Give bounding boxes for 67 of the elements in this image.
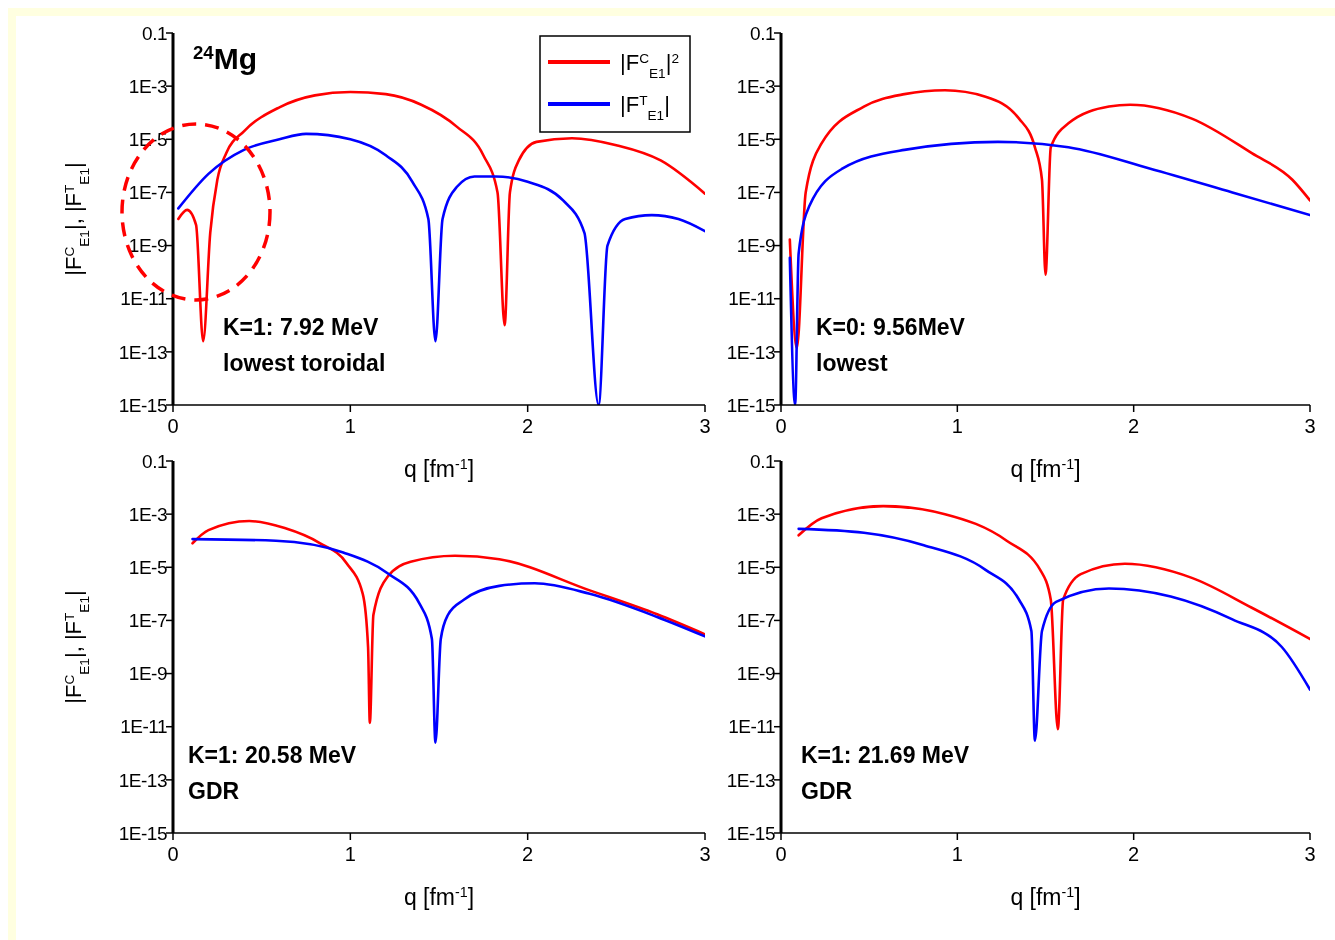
y-tick-label: 1E-15 bbox=[118, 822, 167, 844]
annotation: lowest bbox=[816, 350, 888, 376]
annotation: K=0: 9.56MeV bbox=[816, 314, 966, 340]
x-tick-label: 0 bbox=[775, 843, 787, 865]
x-tick-label: 3 bbox=[699, 415, 711, 437]
y-tick-label: 1E-15 bbox=[118, 394, 167, 416]
y-tick-label: 1E-15 bbox=[726, 394, 775, 416]
y-tick-label: 1E-5 bbox=[736, 128, 775, 150]
x-tick-label: 2 bbox=[1128, 415, 1140, 437]
x-tick-label: 0 bbox=[167, 843, 179, 865]
y-tick-label: 1E-5 bbox=[128, 556, 167, 578]
x-axis-title: q [fm$^{-1}$] bbox=[1010, 884, 1081, 910]
x-tick-label: 3 bbox=[699, 843, 711, 865]
annotation: GDR bbox=[188, 778, 240, 804]
x-tick-label: 2 bbox=[522, 415, 534, 437]
y-tick-label: 1E-9 bbox=[736, 235, 775, 257]
x-tick-label: 0 bbox=[167, 415, 179, 437]
annotation: lowest toroidal bbox=[223, 350, 386, 376]
x-tick-label: 0 bbox=[775, 415, 787, 437]
x-tick-label: 2 bbox=[522, 843, 534, 865]
line-series bbox=[191, 519, 705, 725]
y-tick-label: 1E-7 bbox=[736, 610, 775, 632]
legend-label: |F$^{T}$$_{E1}$| bbox=[620, 91, 670, 123]
y-tick-label: 1E-11 bbox=[728, 716, 775, 738]
y-tick-label: 1E-13 bbox=[118, 341, 167, 363]
y-tick-label: 0.1 bbox=[142, 450, 167, 472]
annotation: K=1: 7.92 MeV bbox=[223, 314, 379, 340]
y-tick-label: 1E-11 bbox=[120, 288, 167, 310]
line-series bbox=[788, 140, 1310, 405]
x-tick-label: 2 bbox=[1128, 843, 1140, 865]
y-tick-label: 1E-13 bbox=[726, 769, 775, 791]
x-axis-title: q [fm$^{-1}$] bbox=[1010, 456, 1081, 482]
y-tick-label: 0.1 bbox=[142, 22, 167, 44]
annotation: K=1: 21.69 MeV bbox=[801, 742, 970, 768]
y-tick-label: 1E-11 bbox=[728, 288, 775, 310]
y-tick-label: 0.1 bbox=[750, 22, 775, 44]
y-tick-label: 1E-7 bbox=[128, 182, 167, 204]
y-tick-label: 1E-3 bbox=[128, 75, 167, 97]
y-tick-label: 1E-5 bbox=[736, 556, 775, 578]
line-series bbox=[177, 132, 705, 405]
x-tick-label: 3 bbox=[1304, 415, 1316, 437]
x-axis-title: q [fm$^{-1}$] bbox=[403, 456, 475, 482]
y-tick-label: 0.1 bbox=[750, 450, 775, 472]
y-tick-label: 1E-7 bbox=[128, 610, 167, 632]
line-series bbox=[177, 90, 705, 343]
y-tick-label: 1E-11 bbox=[120, 716, 167, 738]
y-tick-label: 1E-9 bbox=[736, 663, 775, 685]
annotation: K=1: 20.58 MeV bbox=[188, 742, 357, 768]
y-tick-label: 1E-13 bbox=[726, 341, 775, 363]
y-tick-label: 1E-15 bbox=[726, 822, 775, 844]
chart-title: $^{24}$Mg bbox=[193, 41, 258, 75]
y-tick-label: 1E-3 bbox=[736, 75, 775, 97]
y-tick-label: 1E-7 bbox=[736, 182, 775, 204]
x-tick-label: 1 bbox=[344, 415, 356, 437]
y-tick-label: 1E-3 bbox=[736, 503, 775, 525]
x-tick-label: 1 bbox=[344, 843, 356, 865]
line-series bbox=[191, 537, 705, 745]
y-tick-label: 1E-3 bbox=[128, 503, 167, 525]
y-tick-label: 1E-9 bbox=[128, 663, 167, 685]
y-tick-label: 1E-9 bbox=[128, 235, 167, 257]
y-tick-label: 1E-13 bbox=[118, 769, 167, 791]
x-tick-label: 1 bbox=[951, 843, 963, 865]
x-tick-label: 3 bbox=[1304, 843, 1316, 865]
legend-label: |F$^{C}$$_{E1}$|$^{2}$ bbox=[620, 49, 679, 81]
x-tick-label: 1 bbox=[951, 415, 963, 437]
annotation: GDR bbox=[801, 778, 853, 804]
x-axis-title: q [fm$^{-1}$] bbox=[403, 884, 475, 910]
